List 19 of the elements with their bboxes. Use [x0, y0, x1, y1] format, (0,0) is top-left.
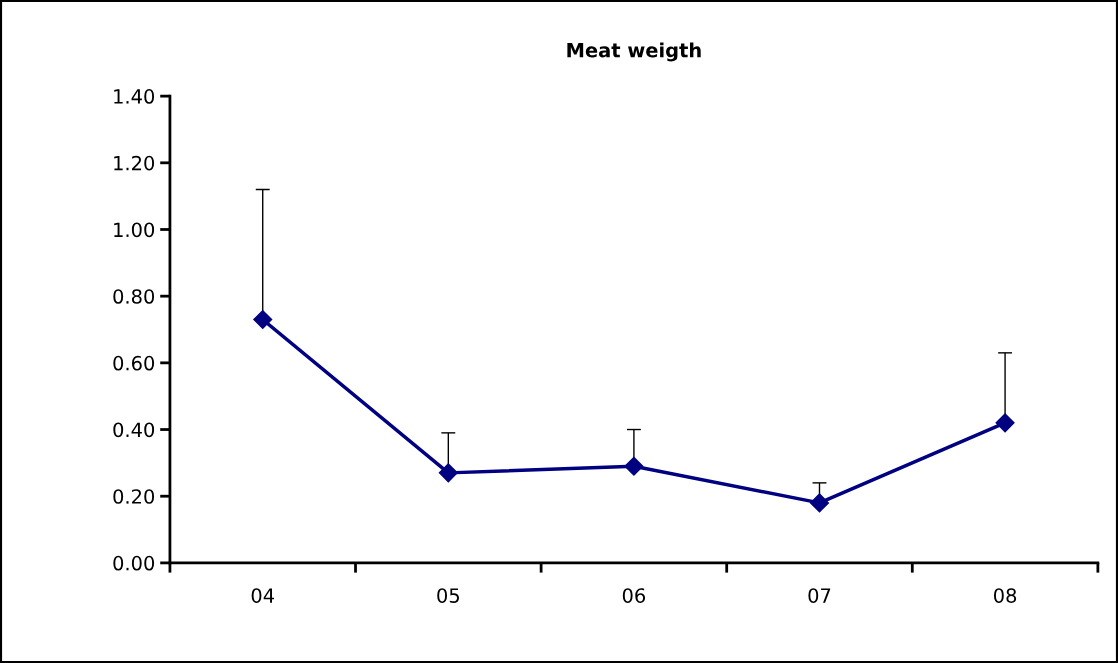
point: [624, 456, 644, 476]
chart-title: Meat weigth: [567, 42, 701, 62]
point: [809, 493, 830, 513]
y-tick-label: 0.40: [113, 422, 155, 438]
y-tick-label: 1.00: [114, 222, 155, 238]
y-tick-label: 1.40: [114, 89, 155, 104]
x-tick-label: 04: [251, 588, 275, 603]
x-tick-label: 08: [993, 588, 1017, 603]
x-tick-label: 05: [437, 588, 459, 603]
x-tick-label: 06: [622, 588, 646, 603]
y-tick-label: 0.60: [113, 355, 155, 371]
y-tick-label: 0.80: [113, 289, 155, 304]
point: [438, 463, 458, 483]
y-tick-label: 0.20: [113, 489, 155, 504]
x-tick-label: 07: [808, 588, 831, 603]
y-tick-label: 0.00: [113, 555, 155, 571]
point: [253, 309, 273, 330]
point: [995, 413, 1015, 433]
y-tick-label: 1.20: [114, 155, 155, 171]
